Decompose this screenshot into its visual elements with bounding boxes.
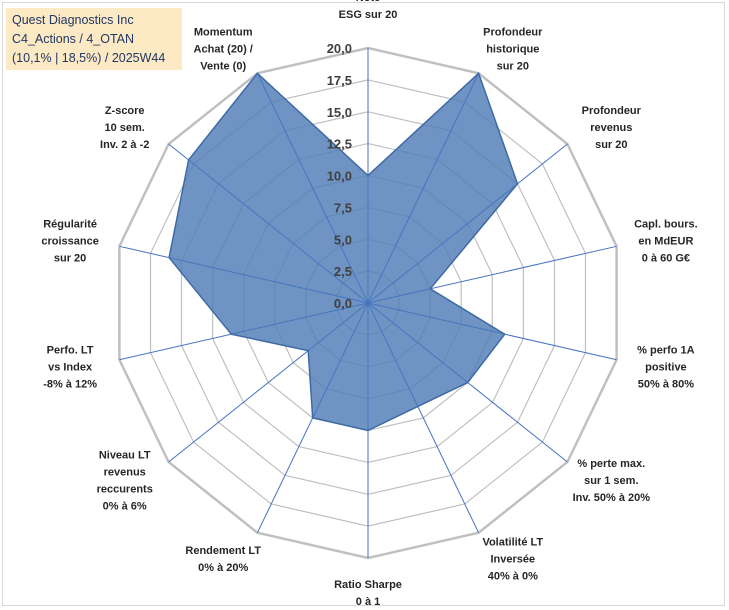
axis-label: Note <box>356 0 380 4</box>
axis-label: % perte max. <box>577 458 645 470</box>
axis-label-group: Z-score 10 sem. Inv. 2 à -2 <box>100 105 149 151</box>
chart-title-company: Quest Diagnostics Inc <box>12 13 134 27</box>
tick-label: 0,0 <box>334 296 352 311</box>
axis-label: Achat (20) / <box>194 44 253 56</box>
axis-label-group: Perfo. LT vs Index -8% à 12% <box>43 345 97 391</box>
chart-title-category: C4_Actions / 4_OTAN <box>12 32 135 46</box>
axis-label-group: Momentum Achat (20) / Vente (0) <box>194 27 253 73</box>
axis-label: 0 à 60 G€ <box>642 253 690 265</box>
tick-label: 12,5 <box>327 137 352 152</box>
tick-label: 17,5 <box>327 73 352 88</box>
tick-label: 2,5 <box>334 264 352 279</box>
axis-label: % perfo 1A <box>637 345 695 357</box>
tick-label: 5,0 <box>334 232 352 247</box>
axis-spoke-overlay <box>169 257 369 304</box>
axis-label: en MdEUR <box>638 236 693 248</box>
axis-label-group: % perte max. sur 1 sem. Inv. 50% à 20% <box>573 458 651 504</box>
axis-label: Z-score <box>105 105 145 117</box>
axis-label: Momentum <box>194 27 253 39</box>
axis-label-group: Profondeur revenus sur 20 <box>582 105 642 151</box>
tick-label: 20,0 <box>327 41 352 56</box>
axis-label: Volatilité LT <box>482 537 543 549</box>
axis-label: 40% à 0% <box>488 571 538 583</box>
axis-label-group: Profondeur historique sur 20 <box>483 27 543 73</box>
axis-spoke-overlay <box>367 73 479 304</box>
axis-label: 0% à 20% <box>198 562 248 574</box>
axis-label: Inv. 2 à -2 <box>100 139 149 151</box>
tick-label: 7,5 <box>334 200 352 215</box>
axis-label: Rendement LT <box>185 545 261 557</box>
axis-label: Inv. 50% à 20% <box>573 492 651 504</box>
axis-label: Vente (0) <box>200 61 246 73</box>
axis-spoke-overlay <box>312 302 369 419</box>
axis-label: Profondeur <box>483 27 543 39</box>
axis-spoke-overlay <box>307 302 369 352</box>
tick-layer: 0,0 2,5 5,0 7,5 10,0 12,5 15,0 17,5 20,0 <box>327 41 352 311</box>
axis-label: sur 1 sem. <box>584 475 638 487</box>
axis-label: Régularité <box>43 219 97 231</box>
axis-label-layer: Note ESG sur 20 Profondeur historique sur 20… <box>41 0 697 608</box>
axis-label: sur 20 <box>497 61 529 73</box>
axis-label: sur 20 <box>595 139 627 151</box>
axis-label: -8% à 12% <box>43 379 97 391</box>
axis-spoke-overlay <box>367 302 419 407</box>
axis-label: Perfo. LT <box>47 345 94 357</box>
axis-spoke-overlay <box>367 183 518 304</box>
axis-label: Niveau LT <box>99 449 151 461</box>
axis-label: historique <box>486 44 539 56</box>
axis-label: revenus <box>590 122 632 134</box>
axis-label-group: % perfo 1A positive 50% à 80% <box>637 345 695 391</box>
axis-label: vs Index <box>48 362 93 374</box>
axis-label: Inversée <box>490 554 535 566</box>
axis-spoke-overlay <box>367 288 431 304</box>
axis-label-group: Capl. bours. en MdEUR 0 à 60 G€ <box>634 219 698 265</box>
axis-spoke-overlay <box>257 73 369 304</box>
axis-label: croissance <box>41 236 98 248</box>
axis-label: ESG sur 20 <box>339 9 398 21</box>
axis-spoke-overlay <box>188 159 369 304</box>
axis-spoke-overlay <box>231 302 369 335</box>
axis-label: sur 20 <box>54 253 86 265</box>
series-layer <box>168 71 519 432</box>
axis-label: revenus <box>104 466 146 478</box>
axis-label: Capl. bours. <box>634 219 698 231</box>
axis-label: 50% à 80% <box>638 379 694 391</box>
axis-label-group: Régularité croissance sur 20 <box>41 219 98 265</box>
axis-spoke-overlay <box>367 302 505 335</box>
axis-label-group: Rendement LT 0% à 20% <box>185 545 261 574</box>
axis-label: reccurents <box>97 483 153 495</box>
axis-label-group: Ratio Sharpe 0 à 1 <box>334 579 402 608</box>
axis-label: 0 à 1 <box>356 596 380 608</box>
chart-title-box: Quest Diagnostics Inc C4_Actions / 4_OTA… <box>6 8 182 70</box>
axis-label: Ratio Sharpe <box>334 579 402 591</box>
axis-label-group: Niveau LT revenus reccurents 0% à 6% <box>97 449 153 512</box>
axis-spoke-overlay <box>367 302 468 383</box>
tick-label: 15,0 <box>327 105 352 120</box>
chart-title-stats: (10,1% | 18,5%) / 2025W44 <box>12 51 166 65</box>
axis-label-group: Volatilité LT Inversée 40% à 0% <box>482 537 543 583</box>
axis-label: 0% à 6% <box>103 500 147 512</box>
axis-label: 10 sem. <box>105 122 145 134</box>
axis-label: positive <box>645 362 687 374</box>
tick-label: 10,0 <box>327 169 352 184</box>
axis-label-group: Note ESG sur 20 <box>339 0 398 21</box>
axis-label: Profondeur <box>582 105 642 117</box>
